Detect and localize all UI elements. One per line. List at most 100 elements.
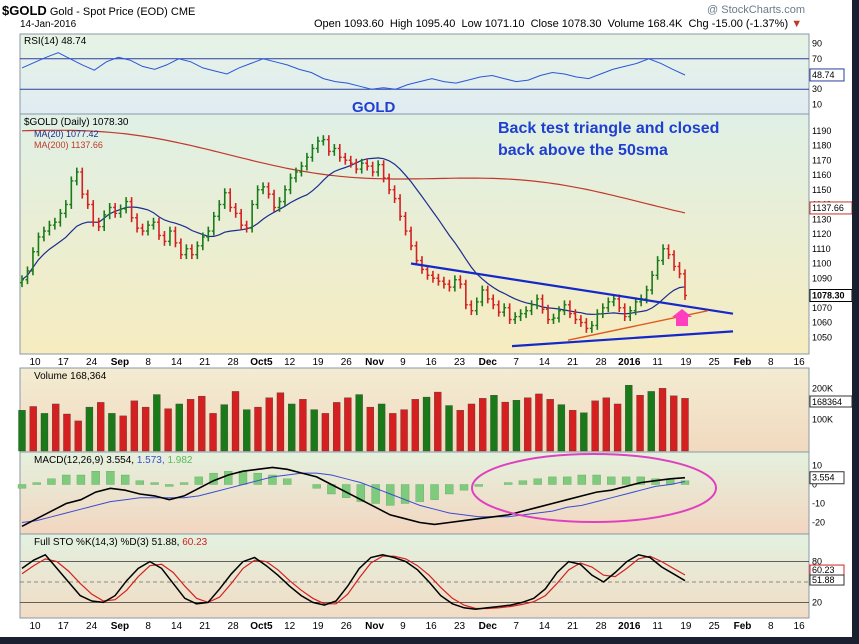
sto-x-tick-label: 16 — [794, 621, 806, 632]
up-arrow-icon — [672, 309, 692, 326]
macd-hist-bar — [268, 474, 277, 485]
macd-hist-bar — [518, 480, 528, 485]
macd-hist-bar — [400, 484, 410, 504]
macd-hist-bar — [415, 484, 424, 502]
macd-hist-bar — [32, 482, 41, 485]
price-x-tick-label: 19 — [680, 357, 692, 368]
sto-x-tick-label: 7 — [513, 621, 519, 632]
volume-bar — [198, 395, 206, 452]
macd-hist-bar — [562, 476, 572, 485]
price-tick-label: 1190 — [812, 126, 831, 136]
price-x-tick-label: 16 — [794, 357, 806, 368]
volume-bar — [602, 397, 610, 452]
price-x-tick-label: 12 — [284, 357, 296, 368]
macd-hist-bar — [150, 482, 159, 485]
price-x-tick-label: 10 — [29, 357, 41, 368]
price-tick-label: 1100 — [812, 259, 831, 269]
sto-x-tick-label: Dec — [479, 621, 498, 632]
close-last-label: 1078.30 — [812, 291, 845, 301]
volume-bar — [130, 400, 139, 452]
price-x-tick-label: 11 — [652, 357, 663, 368]
sto-x-tick-label: 17 — [58, 621, 70, 632]
macd-hist-bar — [224, 471, 233, 485]
price-tick-label: 1110 — [812, 244, 831, 254]
chg-value: -15.00 (-1.37%) — [711, 18, 789, 30]
rsi-last-label: 48.74 — [812, 70, 835, 80]
volume-bar — [175, 403, 183, 452]
volume-bar — [186, 399, 195, 452]
sto-x-tick-label: 28 — [228, 621, 240, 632]
sto-tick-label: 80 — [812, 557, 822, 567]
macd-tick-label: -20 — [812, 518, 825, 528]
close-label: Close — [530, 18, 559, 30]
macd-hist-bar — [91, 471, 100, 485]
volume-bar — [681, 398, 689, 452]
volume-bar — [63, 413, 71, 452]
macd-hist-bar — [430, 484, 439, 500]
volume-bar — [40, 413, 49, 452]
volume-bar — [119, 415, 127, 452]
price-tick-label: 1150 — [812, 185, 831, 195]
low-label: Low — [461, 18, 482, 30]
macd-hist-bar — [386, 484, 395, 506]
volume-bar — [153, 394, 161, 452]
macd-line — [21, 466, 686, 528]
macd-hist-bar — [504, 482, 513, 485]
volume-value: 168.4K — [647, 18, 683, 30]
volume-bar — [389, 413, 397, 452]
rsi-tick-label: 10 — [812, 99, 822, 109]
volume-bar — [332, 402, 341, 452]
sto-k-line — [21, 553, 686, 610]
sto-x-tick-label: 12 — [284, 621, 296, 632]
sto-x-tick-label: 19 — [312, 621, 324, 632]
macd-hist-bar — [577, 474, 587, 485]
volume-bar — [377, 403, 386, 452]
sto-x-tick-label: Feb — [734, 621, 752, 632]
sto-x-tick-label: 19 — [680, 621, 692, 632]
chart-date: 14-Jan-2016 — [20, 19, 77, 30]
macd-signal-line — [21, 472, 686, 523]
price-x-tick-label: 9 — [400, 357, 406, 368]
volume-title: Volume 168,364 — [34, 371, 107, 382]
price-tick-label: 1060 — [812, 318, 832, 328]
price-x-tick-label: 19 — [312, 357, 324, 368]
volume-bar — [18, 410, 26, 452]
volume-bar — [85, 406, 94, 452]
price-x-tick-label: 16 — [426, 357, 438, 368]
volume-bar — [288, 403, 296, 452]
volume-bar — [512, 400, 521, 452]
macd-hist-bar — [636, 476, 645, 485]
lower-trendline — [511, 330, 734, 348]
volume-bar — [141, 406, 150, 452]
ma200-last-label: 1137.66 — [812, 203, 844, 213]
price-tick-label: 1180 — [812, 141, 831, 151]
rsi-panel — [19, 33, 810, 115]
volume-bar — [344, 397, 352, 452]
sto-x-tick-label: 21 — [199, 621, 211, 632]
volume-bar — [580, 412, 588, 452]
price-title: $GOLD (Daily) 1078.30 — [24, 117, 129, 128]
price-x-tick-label: 28 — [228, 357, 240, 368]
symbol: $GOLD — [2, 3, 47, 18]
stockcharts-watermark: @ StockCharts.com — [707, 4, 805, 16]
macd-hist-bar — [533, 478, 542, 485]
sto-x-tick-label: 10 — [29, 621, 41, 632]
volume-bar — [591, 400, 599, 452]
rsi-line — [21, 52, 686, 90]
volume-bar — [613, 403, 622, 452]
macd-hist-bar — [62, 474, 71, 485]
sto-x-tick-label: 11 — [652, 621, 663, 632]
sto-title-main: Full STO %K(14,3) %D(3) 51.88, — [34, 537, 179, 548]
macd-hist-bar — [592, 474, 601, 485]
rsi-tick-label: 90 — [812, 39, 822, 49]
rsi-tick-label: 70 — [812, 54, 822, 64]
macd-hist-bar — [106, 471, 115, 485]
volume-label: Volume — [607, 18, 645, 30]
sto-x-tick-label: 14 — [171, 621, 183, 632]
macd-hist-bar — [445, 484, 454, 495]
volume-bar — [254, 406, 262, 452]
volume-bar — [265, 397, 273, 452]
rsi-title: RSI(14) 48.74 — [24, 36, 87, 47]
macd-hist-bar — [165, 484, 174, 487]
